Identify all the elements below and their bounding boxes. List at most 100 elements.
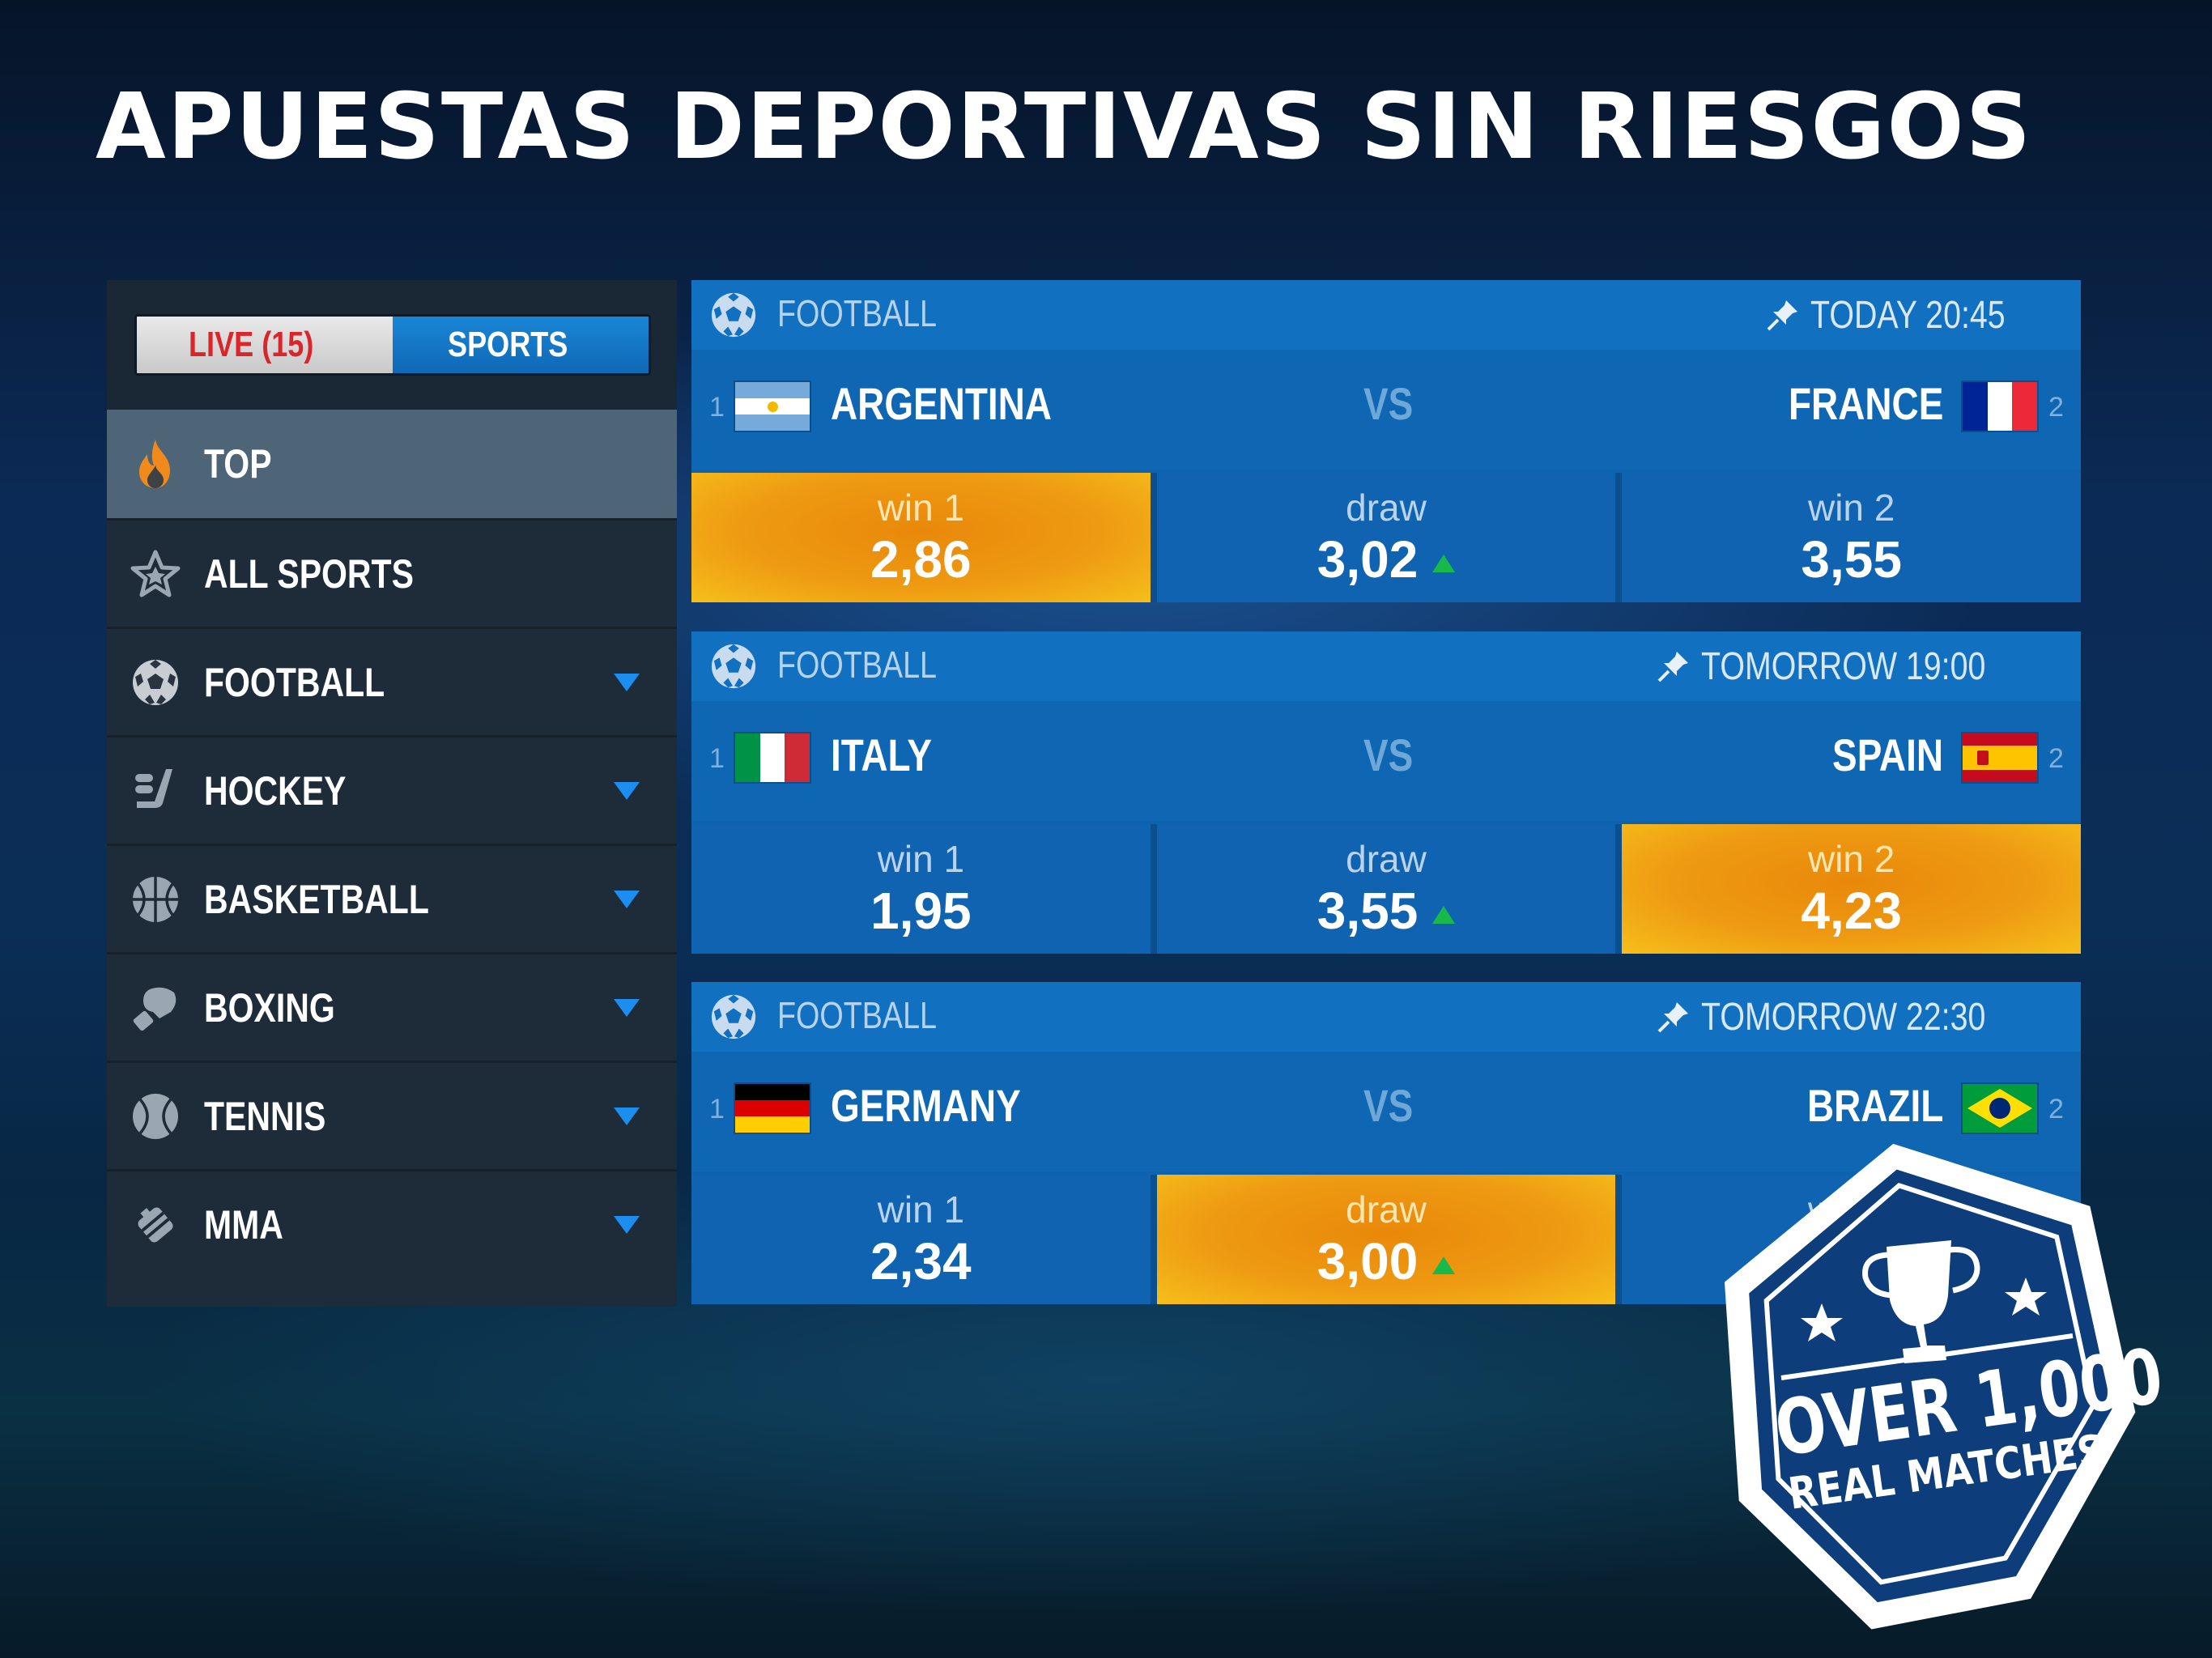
away-team-name-text: SPAIN [1832,729,1943,780]
match-time-text: TOMORROW 22:30 [1701,996,1986,1039]
arrow-up-icon [1432,555,1456,572]
match-teams[interactable]: 1 ITALY VS SPAIN 2 [691,701,2081,821]
live-tab[interactable]: LIVE (15) [137,317,393,373]
away-team-name-text: BRAZIL [1806,1080,1943,1131]
odd-draw-button[interactable]: draw 3,55 [1156,824,1616,954]
match-time-text: TOMORROW 19:00 [1701,645,1986,688]
mode-toggle[interactable]: LIVE (15) SPORTS [134,314,651,376]
live-tab-label: LIVE (15) [188,325,314,364]
odd-win1-button[interactable]: win 1 2,34 [691,1175,1151,1304]
match-time-text: TODAY 20:45 [1810,294,2006,337]
odd-draw-button[interactable]: draw 3,00 [1156,1175,1616,1304]
mode-toggle-area: LIVE (15) SPORTS [107,280,677,410]
football-icon [711,292,756,338]
sidebar-item-all-sports[interactable]: ALL SPORTS [107,518,677,627]
trophy-icon [1862,1240,1980,1363]
odd-draw-button[interactable]: draw 3,02 [1156,473,1616,602]
odd-label: draw [1346,487,1427,529]
odd-win1-button[interactable]: win 1 2,86 [691,473,1151,602]
match-time: TOMORROW 22:30 [1657,995,2048,1043]
mma-icon [130,1199,181,1251]
pin-icon[interactable] [1767,296,1799,341]
match-time: TODAY 20:45 [1767,293,2048,341]
pin-icon[interactable] [1657,648,1690,692]
over-1000-matches-badge: OVER 1,000 REAL MATCHES [1692,1133,2167,1635]
odd-label: draw [1346,838,1427,880]
odd-win2-button[interactable]: win 2 4,23 [1622,824,2082,954]
odd-label: win 1 [877,838,965,880]
home-number: 1 [709,1094,725,1124]
sidebar-item-label: BOXING [204,984,335,1031]
odd-win2-button[interactable]: win 2 3,55 [1622,473,2082,602]
chevron-down-icon[interactable] [614,781,640,800]
arrow-up-icon [1432,1256,1456,1274]
sports-sidebar: LIVE (15) SPORTS TOP ALL SPORTS FOOTBALL… [107,280,677,1307]
sidebar-item-hockey[interactable]: HOCKEY [107,735,677,844]
sidebar-item-label: FOOTBALL [204,659,385,705]
odd-value-wrap: 3,00 [1157,1231,1616,1291]
away-team-name: SPAIN [1808,729,1943,781]
away-number: 2 [2048,743,2064,774]
odd-value: 3,02 [1317,530,1419,589]
argentina-flag [734,380,811,432]
sidebar-item-top[interactable]: TOP [107,410,677,518]
sidebar-item-tennis[interactable]: TENNIS [107,1061,677,1169]
odd-value: 3,55 [1317,882,1419,940]
match-teams[interactable]: 1 GERMANY VS BRAZIL 2 [691,1052,2081,1171]
match-card: FOOTBALL TODAY 20:45 1 ARGENTINA VS FRAN… [691,280,2082,602]
home-number: 1 [709,743,725,774]
sport-name: FOOTBALL [777,644,938,686]
home-team-name: ITALY [831,729,933,780]
sport-name: FOOTBALL [777,994,938,1036]
football-icon [711,644,756,689]
odd-label: win 1 [877,487,965,529]
arrow-up-icon [1432,906,1456,924]
sports-tab-label: SPORTS [447,325,568,364]
odd-value: 1,95 [870,882,972,940]
away-team-name-text: FRANCE [1788,378,1943,429]
brazil-flag [1961,1082,2039,1134]
vs-label: VS [1363,378,1414,429]
odd-value: 2,34 [870,1232,972,1290]
sidebar-item-football[interactable]: FOOTBALL [107,627,677,735]
odd-value-wrap: 3,55 [1157,881,1616,941]
chevron-down-icon[interactable] [614,1107,640,1125]
basketball-icon [130,874,181,925]
chevron-down-icon[interactable] [614,890,640,908]
odd-value-wrap: 3,02 [1157,529,1616,589]
chevron-down-icon[interactable] [614,673,640,691]
tennis-ball-icon [130,1090,181,1142]
odd-label: win 1 [877,1188,965,1231]
sidebar-item-label: BASKETBALL [204,876,429,922]
star-icon [130,548,181,600]
sport-name: FOOTBALL [777,292,938,334]
hockey-icon [130,765,181,817]
football-icon [130,657,181,708]
sidebar-item-mma[interactable]: MMA [107,1169,677,1278]
sports-tab[interactable]: SPORTS [393,317,649,373]
match-header: FOOTBALL TOMORROW 19:00 [691,631,2081,701]
away-number: 2 [2048,1094,2064,1124]
match-time: TOMORROW 19:00 [1657,644,2048,692]
sidebar-item-boxing[interactable]: BOXING [107,952,677,1061]
home-number: 1 [709,392,725,423]
away-team-name: BRAZIL [1777,1079,1943,1132]
away-team-name: FRANCE [1755,377,1943,430]
sidebar-item-label: HOCKEY [204,767,347,814]
odd-win1-button[interactable]: win 1 1,95 [691,824,1151,954]
page-title: APUESTAS DEPORTIVAS SIN RIESGOS [96,74,2033,180]
sidebar-item-label: ALL SPORTS [204,551,414,597]
odd-value: 2,86 [870,530,972,589]
football-icon [711,994,756,1039]
vs-label: VS [1363,1080,1414,1131]
chevron-down-icon[interactable] [614,998,640,1017]
odd-value: 3,55 [1801,530,1902,589]
match-teams[interactable]: 1 ARGENTINA VS FRANCE 2 [691,350,2081,470]
home-team-name: GERMANY [831,1080,1021,1131]
sidebar-item-basketball[interactable]: BASKETBALL [107,844,677,952]
match-card: FOOTBALL TOMORROW 19:00 1 ITALY VS SPAIN… [691,631,2082,954]
home-team-name: ARGENTINA [831,378,1052,429]
germany-flag [734,1082,811,1134]
pin-icon[interactable] [1657,998,1690,1043]
chevron-down-icon[interactable] [614,1215,640,1234]
